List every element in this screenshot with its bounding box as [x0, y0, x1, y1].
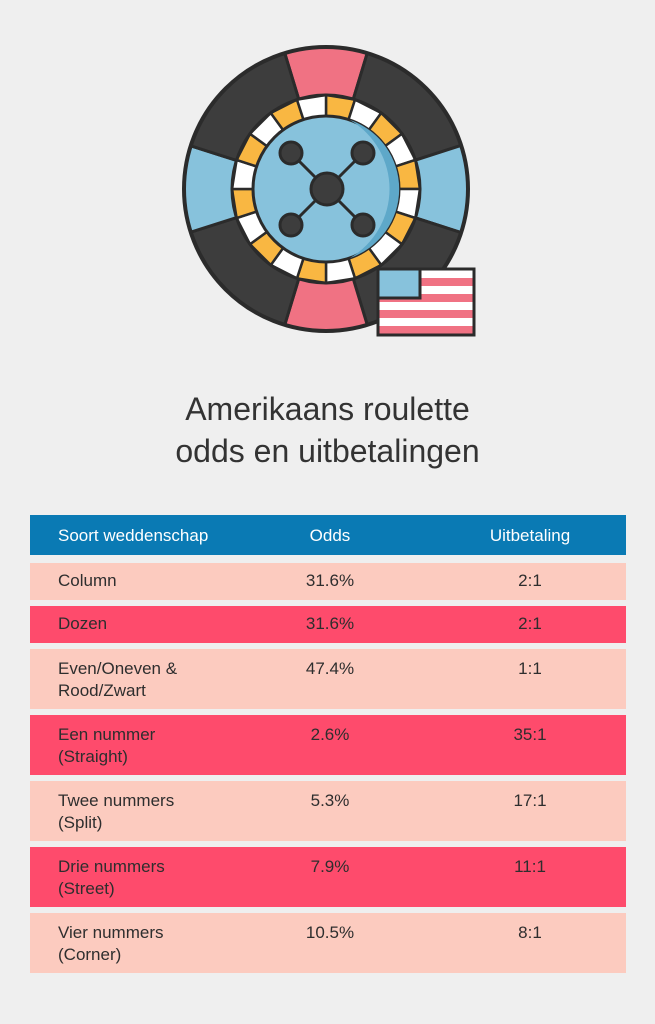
roulette-wheel-icon — [182, 45, 476, 337]
header-bet-type: Soort weddenschap — [58, 526, 209, 545]
title-line-1: Amerikaans roulette — [185, 391, 470, 427]
odds-cell: 2.6% — [310, 725, 350, 744]
table-row: Een nummer (Straight) 2.6% 35:1 — [30, 715, 626, 775]
page-title: Amerikaans roulette odds en uitbetalinge… — [0, 388, 655, 472]
payout-cell: 8:1 — [518, 923, 542, 942]
payout-cell: 2:1 — [518, 571, 542, 590]
bet-type-cell: Drie nummers (Street) — [58, 857, 165, 898]
table-row: Vier nummers (Corner) 10.5% 8:1 — [30, 913, 626, 973]
odds-cell: 31.6% — [305, 614, 355, 633]
bet-type-cell: Even/Oneven & Rood/Zwart — [58, 659, 178, 700]
payout-cell: 35:1 — [513, 725, 547, 744]
table-row: Twee nummers (Split) 5.3% 17:1 — [30, 781, 626, 841]
title-line-2: odds en uitbetalingen — [175, 433, 480, 469]
roulette-wheel-illustration — [175, 38, 485, 343]
bet-type-cell: Column — [58, 571, 117, 590]
header-odds: Odds — [309, 526, 351, 545]
odds-cell: 31.6% — [305, 571, 355, 590]
odds-cell: 7.9% — [310, 857, 350, 876]
table-row: Even/Oneven & Rood/Zwart 47.4% 1:1 — [30, 649, 626, 709]
payout-cell: 17:1 — [513, 791, 547, 810]
odds-cell: 10.5% — [305, 923, 355, 942]
table-row: Dozen 31.6% 2:1 — [30, 606, 626, 643]
odds-cell: 5.3% — [310, 791, 350, 810]
bet-type-cell: Dozen — [58, 614, 108, 633]
payout-cell: 1:1 — [518, 659, 542, 678]
bet-type-cell: Een nummer (Straight) — [58, 725, 156, 766]
table-row: Drie nummers (Street) 7.9% 11:1 — [30, 847, 626, 907]
table-header: Soort weddenschap Odds Uitbetaling — [30, 515, 626, 555]
odds-cell: 47.4% — [305, 659, 355, 678]
table-row: Column 31.6% 2:1 — [30, 563, 626, 600]
bet-type-cell: Twee nummers (Split) — [58, 791, 175, 832]
payout-cell: 11:1 — [514, 857, 546, 876]
payout-cell: 2:1 — [518, 614, 542, 633]
header-payout: Uitbetaling — [489, 526, 571, 545]
us-flag-icon — [376, 267, 476, 337]
bet-type-cell: Vier nummers (Corner) — [58, 923, 164, 964]
odds-table: Soort weddenschap Odds Uitbetaling Colum… — [30, 515, 626, 979]
